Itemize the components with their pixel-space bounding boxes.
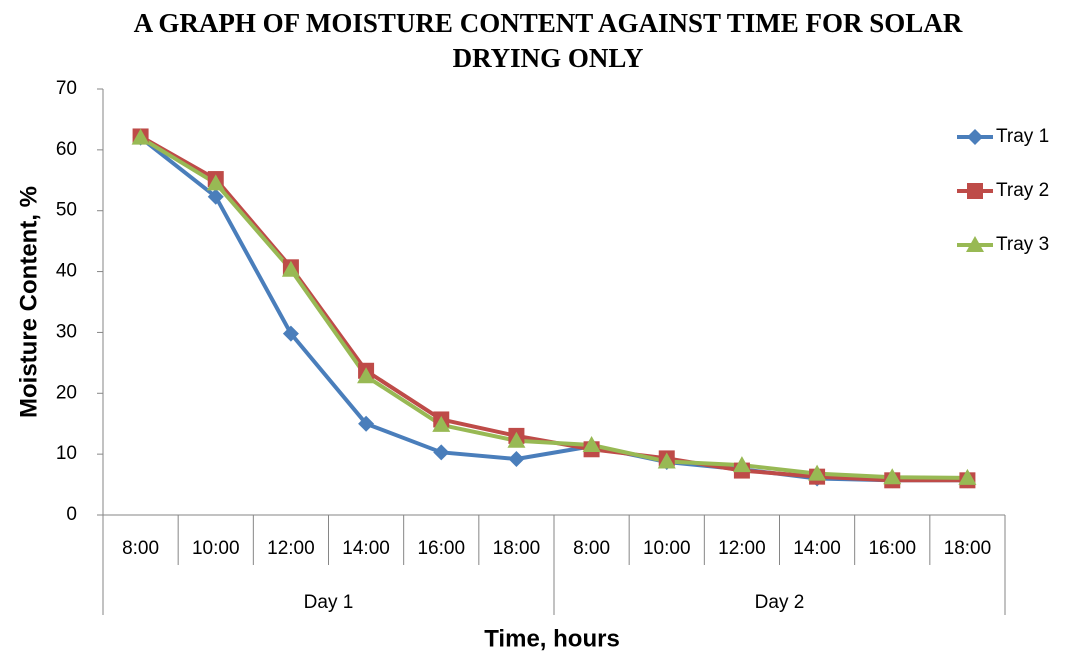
legend-marker bbox=[966, 236, 984, 252]
y-axis-label: Moisture Content, % bbox=[15, 186, 42, 418]
data-point bbox=[206, 174, 225, 191]
data-point bbox=[358, 415, 375, 432]
x-tick-label: 8:00 bbox=[573, 538, 610, 559]
y-tick-label: 20 bbox=[56, 382, 77, 403]
x-tick-label: 8:00 bbox=[122, 538, 159, 559]
x-tick-label: 18:00 bbox=[493, 538, 541, 559]
x-tick-label: 10:00 bbox=[643, 538, 691, 559]
legend-label: Tray 2 bbox=[996, 180, 1049, 201]
data-point bbox=[207, 188, 224, 205]
x-tick-label: 12:00 bbox=[718, 538, 766, 559]
data-point bbox=[507, 431, 526, 448]
x-tick-label: 10:00 bbox=[192, 538, 240, 559]
series-line bbox=[139, 134, 968, 483]
x-tick-label: 14:00 bbox=[793, 538, 841, 559]
data-point bbox=[582, 436, 601, 453]
legend-label: Tray 3 bbox=[996, 234, 1049, 255]
series-line bbox=[139, 136, 968, 483]
y-tick-label: 50 bbox=[56, 200, 77, 221]
data-point bbox=[508, 451, 525, 468]
legend-marker bbox=[967, 183, 983, 199]
data-point bbox=[131, 128, 150, 145]
legend-label: Tray 1 bbox=[996, 126, 1049, 147]
data-point bbox=[357, 367, 376, 384]
data-point bbox=[808, 464, 827, 481]
x-tick-label: 16:00 bbox=[868, 538, 916, 559]
y-tick-label: 30 bbox=[56, 321, 77, 342]
y-tick-label: 0 bbox=[66, 504, 77, 525]
x-tick-label: 14:00 bbox=[342, 538, 390, 559]
group-label: Day 1 bbox=[304, 592, 354, 613]
series-line bbox=[139, 135, 968, 480]
x-tick-label: 18:00 bbox=[944, 538, 992, 559]
x-axis-label: Time, hours bbox=[484, 625, 620, 652]
chart-title: A GRAPH OF MOISTURE CONTENT AGAINST TIME… bbox=[133, 8, 963, 73]
y-tick-label: 40 bbox=[56, 261, 77, 282]
data-point bbox=[958, 468, 977, 485]
data-point bbox=[657, 452, 676, 469]
legend-marker bbox=[967, 129, 983, 145]
data-point bbox=[282, 325, 299, 342]
group-label: Day 2 bbox=[755, 592, 805, 613]
data-point bbox=[433, 444, 450, 461]
y-tick-label: 70 bbox=[56, 78, 77, 99]
y-tick-label: 10 bbox=[56, 443, 77, 464]
x-tick-label: 16:00 bbox=[417, 538, 465, 559]
x-tick-label: 12:00 bbox=[267, 538, 315, 559]
data-point bbox=[281, 260, 300, 277]
y-tick-label: 60 bbox=[56, 139, 77, 160]
data-point bbox=[432, 415, 451, 432]
data-point bbox=[883, 468, 902, 485]
data-point bbox=[732, 456, 751, 473]
